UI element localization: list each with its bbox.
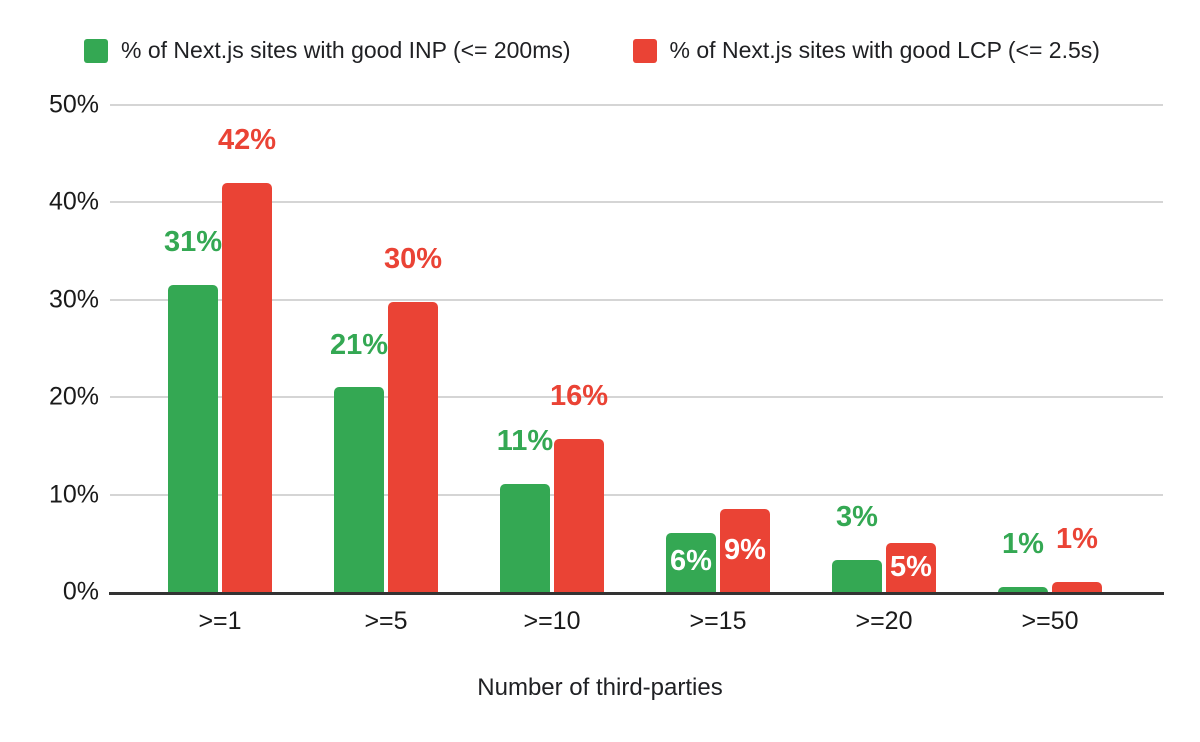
bars-container: 31% 42% 21% 30% 11% 16% 6% 9% 3% 5% 1% 1% (137, 105, 1133, 592)
x-axis-label: >=50 (1021, 607, 1079, 635)
y-axis-tick: 30% (48, 285, 99, 314)
y-axis-tick: 50% (48, 90, 99, 119)
legend-swatch-inp-icon (84, 38, 108, 63)
x-axis-label: >=20 (855, 607, 913, 635)
y-axis-tick: 20% (48, 382, 99, 411)
bar-value-label: 16% (549, 380, 609, 413)
bar: 6% (666, 532, 716, 592)
bar: 31% (164, 226, 222, 592)
bar: 1% (998, 528, 1048, 592)
legend-swatch-lcp-icon (632, 38, 657, 63)
bar-value-label: 6% (670, 545, 712, 578)
x-axis-labels: >=1 >=5 >=10 >=15 >=20 >=50 (137, 607, 1133, 636)
bar-value-label: 21% (329, 328, 389, 361)
bar-group->=20: 3% 5% (801, 105, 967, 592)
bar-value-label: 9% (724, 533, 766, 566)
legend-item-inp: % of Next.js sites with good INP (<= 200… (84, 37, 571, 64)
x-axis-label: >=1 (198, 607, 242, 635)
bar-value-label: 42% (217, 124, 277, 157)
chart-legend: % of Next.js sites with good INP (<= 200… (84, 37, 1100, 64)
y-axis: 50% 40% 30% 20% 10% 0% (0, 91, 99, 606)
y-axis-tick: 40% (48, 187, 99, 216)
x-axis-label: >=15 (689, 607, 747, 635)
x-axis-label: >=10 (523, 607, 581, 635)
gridline (110, 104, 1163, 106)
bar-value-label: 31% (163, 226, 223, 259)
bar: 42% (218, 124, 276, 592)
y-axis-tick: 0% (62, 577, 99, 606)
bar-value-label: 5% (890, 550, 932, 583)
x-axis-label: >=5 (364, 607, 408, 635)
bar: 11% (497, 425, 553, 592)
gridline (110, 201, 1163, 204)
bar: 16% (550, 380, 608, 592)
gridline (110, 298, 1163, 301)
bar-value-label: 11% (496, 425, 554, 457)
bar-group->=5: 21% 30% (303, 105, 469, 592)
bar: 9% (720, 509, 770, 592)
bar-group->=1: 31% 42% (137, 105, 303, 592)
bar-group->=15: 6% 9% (635, 105, 801, 592)
bar-value-label: 3% (836, 500, 878, 533)
bar: 30% (384, 243, 442, 592)
bar: 21% (330, 329, 388, 592)
bar: 3% (832, 501, 882, 592)
bar-group->=10: 11% 16% (469, 105, 635, 592)
bar: 1% (1052, 523, 1102, 592)
legend-label-inp: % of Next.js sites with good INP (<= 200… (121, 37, 571, 63)
x-axis-title: Number of third-parties (477, 674, 723, 701)
bar-value-label: 1% (1002, 528, 1044, 561)
bar-group->=50: 1% 1% (967, 105, 1133, 592)
plot-area: 31% 42% 21% 30% 11% 16% 6% 9% 3% 5% 1% 1% (109, 104, 1164, 595)
gridline (110, 396, 1163, 399)
bar-value-label: 1% (1056, 523, 1098, 556)
x-axis-line (109, 592, 1164, 595)
bar-value-label: 30% (383, 242, 443, 275)
legend-item-lcp: % of Next.js sites with good LCP (<= 2.5… (632, 37, 1100, 64)
bar: 5% (886, 543, 936, 592)
gridline (110, 493, 1163, 496)
legend-label-lcp: % of Next.js sites with good LCP (<= 2.5… (669, 37, 1100, 63)
y-axis-tick: 10% (48, 480, 99, 509)
